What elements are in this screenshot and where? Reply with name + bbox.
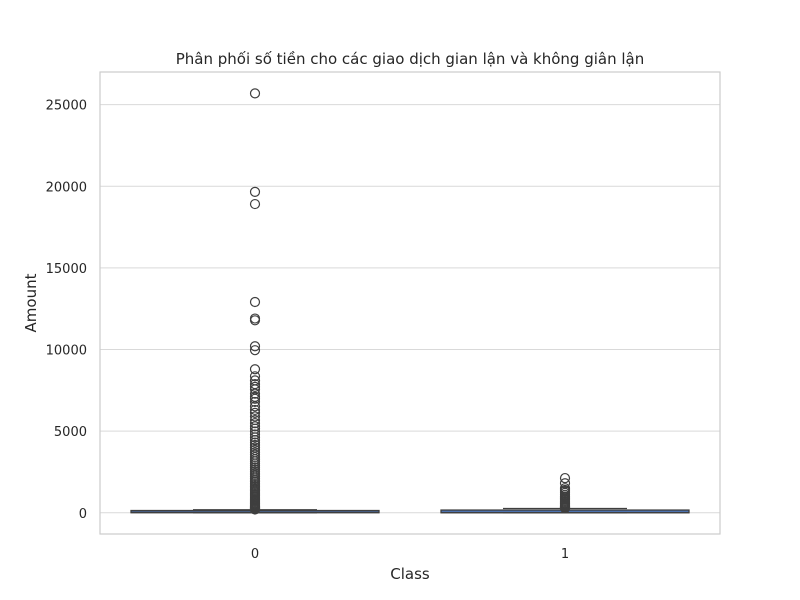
outlier-point bbox=[249, 186, 261, 197]
outlier-point bbox=[249, 429, 261, 440]
outlier-point bbox=[249, 388, 261, 399]
outlier-point bbox=[249, 364, 261, 375]
outlier-point bbox=[249, 198, 261, 210]
outlier-point bbox=[249, 345, 261, 356]
outlier-point bbox=[249, 315, 261, 326]
gridlines bbox=[100, 104, 720, 514]
plot-frame bbox=[99, 71, 721, 535]
y-tick-label: 10000 bbox=[46, 344, 87, 359]
outlier-point bbox=[559, 503, 571, 514]
chart-title: Phân phối số tiền cho các giao dịch gian… bbox=[176, 50, 644, 68]
outlier-point bbox=[249, 437, 261, 448]
outlier-point bbox=[249, 418, 261, 429]
outlier-point bbox=[249, 432, 261, 443]
y-tick-label: 5000 bbox=[54, 425, 87, 440]
outlier-point bbox=[249, 381, 261, 392]
outlier-point bbox=[249, 411, 261, 422]
outlier-point bbox=[249, 296, 261, 308]
outlier-point bbox=[249, 404, 261, 416]
outlier-point bbox=[559, 472, 571, 484]
outlier-point bbox=[249, 435, 261, 446]
outlier-point bbox=[249, 393, 261, 404]
y-tick-label: 15000 bbox=[46, 262, 87, 277]
outlier-point bbox=[249, 396, 261, 408]
outlier-point bbox=[249, 401, 261, 412]
plot-area bbox=[130, 88, 690, 515]
y-axis-ticks: 0 5000 10000 15000 20000 25000 bbox=[46, 99, 87, 522]
outlier-point bbox=[559, 478, 571, 489]
x-tick-label: 0 bbox=[251, 547, 259, 562]
outlier-point bbox=[249, 504, 261, 515]
x-tick-label: 1 bbox=[561, 547, 569, 562]
outlier-point bbox=[249, 371, 261, 382]
y-tick-label: 0 bbox=[79, 507, 87, 522]
y-tick-label: 20000 bbox=[46, 180, 87, 195]
outlier-point bbox=[249, 341, 261, 352]
box-group-class-0 bbox=[130, 88, 380, 515]
x-axis-label: Class bbox=[390, 565, 430, 583]
box-group-class-1 bbox=[440, 472, 690, 514]
y-axis-label: Amount bbox=[22, 273, 40, 332]
outlier-point bbox=[249, 421, 261, 432]
outlier-point bbox=[249, 407, 261, 418]
outlier-point bbox=[249, 88, 261, 99]
y-tick-label: 25000 bbox=[46, 99, 87, 114]
outlier-point bbox=[249, 439, 261, 451]
